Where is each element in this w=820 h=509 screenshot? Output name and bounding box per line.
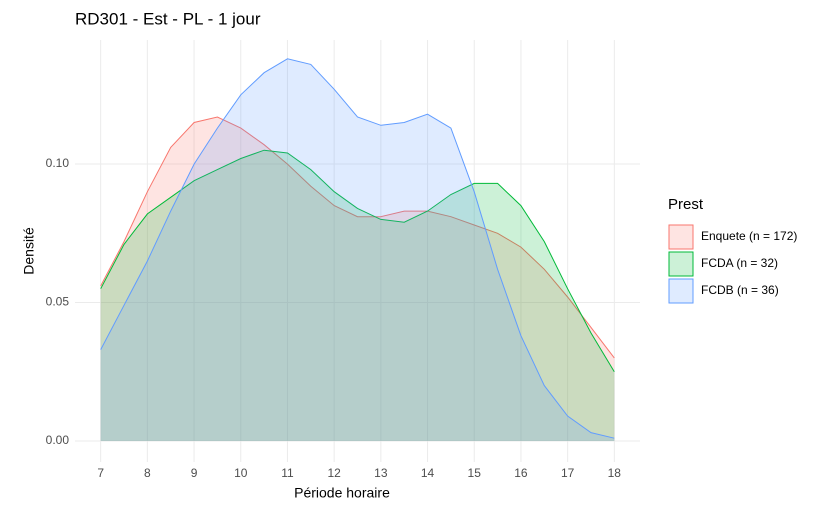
legend-key bbox=[668, 251, 694, 277]
x-tick-label: 17 bbox=[561, 466, 575, 480]
y-tick-label: 0.00 bbox=[46, 433, 70, 447]
density-line bbox=[100, 149, 615, 372]
chart-title: RD301 - Est - PL - 1 jour bbox=[75, 9, 261, 28]
legend-title: Prest bbox=[668, 196, 704, 213]
y-tick-label: 0.05 bbox=[46, 295, 70, 309]
x-axis-title: Période horaire bbox=[294, 485, 390, 501]
density-fill bbox=[100, 150, 615, 441]
y-tick-label: 0.10 bbox=[46, 156, 70, 170]
density-fill bbox=[100, 58, 615, 441]
x-tick-label: 9 bbox=[191, 466, 198, 480]
x-tick-label: 12 bbox=[327, 466, 341, 480]
density-line bbox=[100, 116, 615, 359]
density-fill bbox=[100, 117, 615, 441]
legend-key bbox=[668, 278, 694, 304]
x-tick-label: 10 bbox=[234, 466, 248, 480]
legend-label: FCDB (n = 36) bbox=[701, 283, 779, 297]
legend-key bbox=[668, 224, 694, 250]
x-tick-label: 18 bbox=[608, 466, 622, 480]
density-line bbox=[100, 58, 615, 439]
x-tick-label: 16 bbox=[514, 466, 528, 480]
x-tick-label: 13 bbox=[374, 466, 388, 480]
legend-label: Enquete (n = 172) bbox=[701, 229, 797, 243]
x-tick-label: 11 bbox=[281, 466, 294, 480]
x-tick-label: 8 bbox=[144, 466, 151, 480]
legend-label: FCDA (n = 32) bbox=[701, 256, 778, 270]
x-tick-label: 15 bbox=[468, 466, 482, 480]
x-tick-label: 7 bbox=[97, 466, 104, 480]
x-tick-label: 14 bbox=[421, 466, 435, 480]
y-axis-title: Densité bbox=[21, 227, 37, 275]
